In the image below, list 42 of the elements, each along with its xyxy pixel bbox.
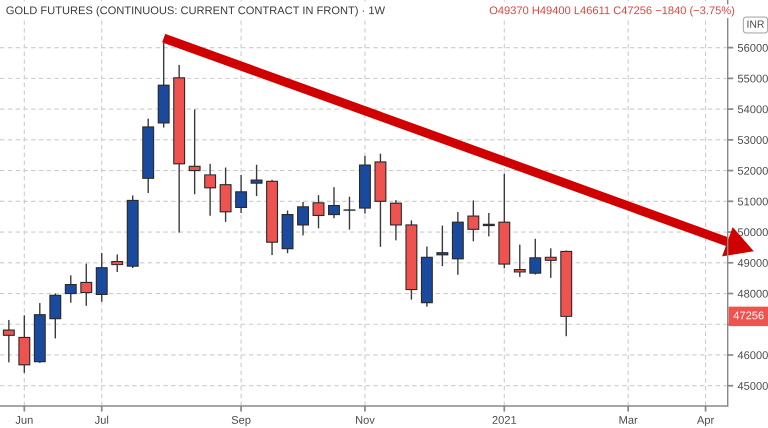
x-tick-label: Jul (94, 416, 108, 424)
y-tick-label: 48000 (738, 290, 768, 298)
candlestick (514, 244, 526, 278)
candlestick (436, 224, 448, 267)
candlestick (467, 200, 480, 242)
candlestick (312, 194, 324, 230)
y-tick-label: 52000 (738, 166, 768, 175)
y-tick-label: 45000 (738, 382, 768, 390)
candlestick (204, 163, 216, 216)
text: GOLD FUTURES (CONTINUOUS: CURRENT CONTRACT IN FRONT) · 1W (6, 6, 386, 16)
x-tick-label: 2021 (492, 416, 516, 424)
candlestick (250, 164, 263, 197)
candlestick (328, 186, 340, 219)
y-tick-label: 50000 (738, 228, 768, 236)
text: O49370 H49400 L46611 C47256 −1840 (−3.75%) (490, 6, 734, 16)
x-tick-label: Nov (356, 416, 375, 424)
y-tick-label: 49000 (738, 259, 768, 267)
candlestick (390, 199, 402, 242)
candlestick (80, 263, 92, 306)
candlestick (544, 248, 557, 279)
candlestick (2, 319, 15, 364)
y-tick-label: 54000 (738, 105, 768, 114)
y-tick-label: 53000 (738, 136, 768, 144)
candlestick (49, 292, 62, 340)
candlestick (188, 108, 201, 195)
y-tick-label: 51000 (738, 198, 768, 206)
candlestick (64, 274, 77, 304)
candlestick (111, 254, 124, 273)
candlestick (482, 212, 495, 238)
y-tick-label: 46000 (738, 351, 768, 360)
y-axis-title: INR (747, 20, 764, 28)
y-tick-label: 55000 (738, 74, 768, 83)
x-tick-label: Mar (620, 416, 638, 424)
x-tick-label: Jun (16, 416, 33, 424)
y-tick-label: 56000 (738, 44, 768, 52)
x-tick-label: Sep (232, 416, 251, 426)
candlestick (529, 238, 542, 276)
x-tick-label: Apr (696, 416, 714, 426)
candlestick (297, 201, 309, 236)
candlestick (344, 196, 356, 230)
annotation: 47256 (734, 311, 764, 320)
candlestick (235, 174, 248, 214)
